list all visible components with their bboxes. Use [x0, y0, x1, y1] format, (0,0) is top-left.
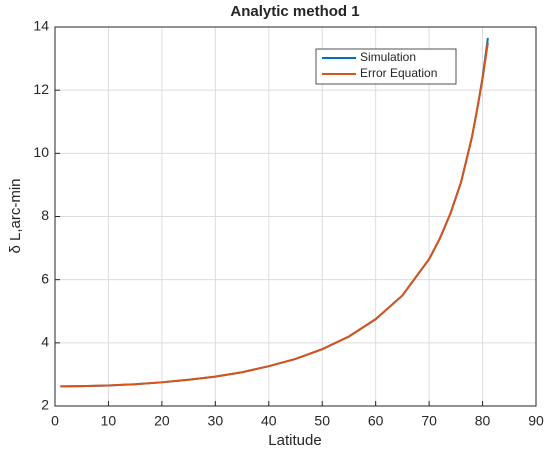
x-tick-label: 70	[421, 413, 437, 429]
x-tick-label: 20	[154, 413, 170, 429]
y-tick-label: 14	[33, 18, 49, 34]
x-axis-label: Latitude	[268, 432, 321, 449]
legend: Simulation Error Equation	[315, 48, 457, 85]
legend-label: Simulation	[360, 50, 416, 64]
y-tick-label: 6	[41, 270, 49, 286]
y-tick-label: 8	[41, 207, 49, 223]
x-tick-label: 40	[261, 413, 277, 429]
x-tick-label: 50	[314, 413, 330, 429]
y-tick-label: 4	[41, 334, 49, 350]
x-tick-label: 30	[208, 413, 224, 429]
y-axis-label: δ L,arc-min	[7, 178, 24, 253]
plot-frame	[54, 26, 537, 407]
y-tick-label: 2	[41, 397, 49, 413]
y-tick-label: 12	[33, 81, 49, 97]
x-tick-label: 10	[101, 413, 117, 429]
x-tick-label: 60	[368, 413, 384, 429]
legend-label: Error Equation	[360, 66, 437, 80]
chart-title: Analytic method 1	[230, 3, 359, 20]
y-tick-label: 10	[33, 144, 49, 160]
x-tick-label: 80	[475, 413, 491, 429]
x-tick-label: 90	[528, 413, 544, 429]
line-series	[60, 42, 489, 388]
x-tick-label: 0	[51, 413, 59, 429]
legend-box	[315, 48, 457, 85]
